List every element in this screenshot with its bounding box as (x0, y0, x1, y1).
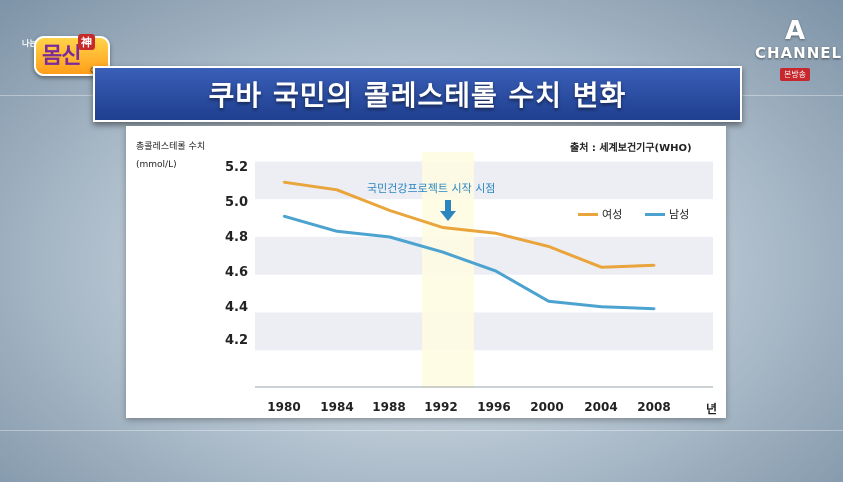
y-tick-label: 5.0 (224, 195, 248, 210)
annotation-text: 국민건강프로젝트 시작 시점 (367, 182, 496, 195)
data-point (547, 245, 550, 248)
x-tick-label: 1984 (320, 400, 354, 414)
page-title: 쿠바 국민의 콜레스테롤 수치 변화 (208, 79, 627, 112)
data-point (653, 307, 656, 310)
legend-item-men: 남성 (645, 206, 689, 222)
data-point (600, 265, 603, 269)
show-logo-tag: 神 (78, 34, 95, 50)
data-point (547, 299, 550, 303)
title-bar: 쿠바 국민의 콜레스테롤 수치 변화 (93, 66, 742, 122)
series-line-men (283, 214, 655, 311)
x-tick-label: 1992 (424, 400, 458, 414)
y-tick-label: 4.4 (224, 300, 248, 315)
y-axis-label: 총콜레스테롤 수치 (136, 142, 206, 152)
channel-logo-mark: A (784, 16, 806, 46)
data-point (388, 235, 391, 239)
legend-label-men: 남성 (669, 208, 690, 221)
channel-logo: A CHANNEL 본방송 (755, 16, 843, 88)
data-point (282, 181, 286, 184)
show-logo-top-text: 나는 (22, 39, 37, 48)
data-point (494, 231, 497, 235)
down-arrow-icon (440, 200, 456, 221)
grid-band (255, 236, 713, 275)
grid-band (255, 161, 713, 200)
x-tick-label: 2008 (637, 400, 671, 414)
legend-swatch-women (578, 212, 598, 216)
x-tick-label: 1980 (267, 400, 301, 414)
legend-item-women: 여성 (578, 206, 622, 222)
legend-label-women: 여성 (602, 208, 623, 221)
data-point (494, 269, 497, 273)
x-tick-label: 1996 (477, 400, 511, 414)
y-tick-label: 5.2 (224, 160, 248, 175)
y-tick-label: 4.2 (224, 333, 248, 348)
data-point (441, 226, 444, 229)
background-line (0, 430, 843, 431)
y-axis-unit: (mmol/L) (136, 160, 177, 170)
data-point (653, 264, 656, 267)
legend-swatch-men (645, 212, 665, 216)
data-point (282, 214, 286, 218)
x-tick-label: 2004 (584, 400, 618, 414)
channel-logo-badge: 본방송 (779, 68, 811, 81)
chart-plot-area (255, 152, 713, 388)
data-point (335, 230, 339, 233)
data-point (388, 209, 391, 212)
data-point (600, 305, 603, 309)
x-tick-label: 2000 (530, 400, 564, 414)
y-tick-label: 4.8 (224, 230, 248, 245)
show-logo-main-text: 몸신 (42, 44, 81, 69)
x-axis-unit: 년 (706, 402, 718, 416)
y-tick-label: 4.6 (224, 265, 248, 280)
grid-band (255, 312, 713, 351)
x-tick-label: 1988 (372, 400, 406, 414)
series-line-women (283, 180, 655, 269)
data-point (335, 188, 339, 191)
data-point (441, 250, 444, 254)
highlight-band (422, 152, 474, 388)
chart-source: 출처 : 세계보건기구(WHO) (570, 143, 692, 154)
channel-logo-word: CHANNEL (755, 44, 843, 62)
